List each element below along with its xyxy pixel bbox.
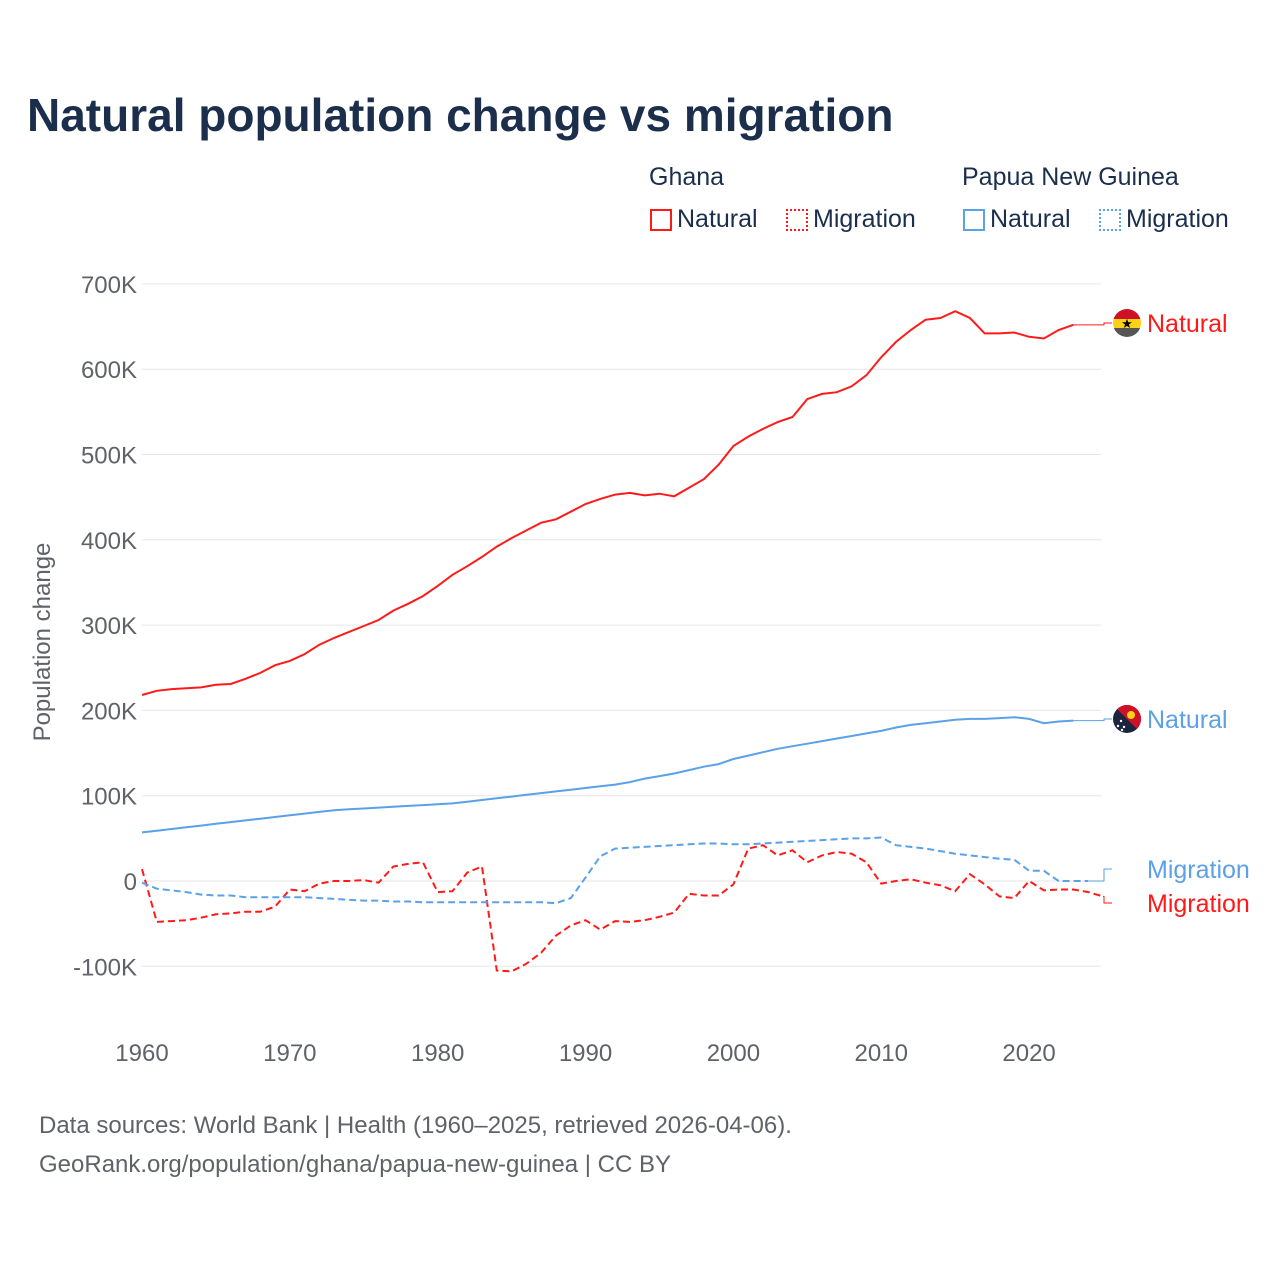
flag-body: ★ xyxy=(1113,309,1141,337)
y-tick-label: 200K xyxy=(81,698,137,725)
x-tick-label: 2020 xyxy=(1002,1040,1055,1067)
y-axis-label: Population change xyxy=(29,543,56,742)
flag-star-icon xyxy=(1123,876,1125,878)
flag-star-icon xyxy=(1120,870,1122,872)
series-end-label: Migration xyxy=(1147,856,1250,884)
series-end-label: Natural xyxy=(1147,706,1228,734)
series-line-papua-new-guinea-migration xyxy=(141,836,1089,905)
flag-dark-band xyxy=(1113,908,1141,918)
legend-png-migration[interactable]: Migration xyxy=(1099,205,1229,234)
x-tick-label: 2000 xyxy=(707,1040,760,1067)
flag-body xyxy=(1113,705,1141,733)
legend-label: Natural xyxy=(677,205,758,233)
x-tick-label: 1960 xyxy=(115,1040,168,1067)
legend-country-png: Papua New Guinea xyxy=(962,163,1179,191)
flag-star-icon xyxy=(1121,879,1123,881)
flag-dark-band xyxy=(1113,328,1141,337)
png-flag-icon xyxy=(1113,705,1141,733)
label-connector xyxy=(1103,895,1112,904)
label-connector xyxy=(1073,322,1112,326)
x-tick-label: 1990 xyxy=(559,1040,612,1067)
flag-red-band xyxy=(1113,889,1141,899)
series-line-papua-new-guinea-natural xyxy=(141,716,1074,834)
y-tick-label: 700K xyxy=(81,272,137,299)
series-line-ghana-migration xyxy=(141,844,1104,973)
y-tick-label: 100K xyxy=(81,784,137,811)
legend-png-natural[interactable]: Natural xyxy=(963,205,1071,234)
y-tick-label: 500K xyxy=(81,443,137,470)
legend-group-ghana: Ghana xyxy=(649,163,724,192)
flag-star-icon xyxy=(1116,724,1120,728)
legend-label: Migration xyxy=(813,205,916,233)
y-tick-label: 600K xyxy=(81,357,137,384)
legend-label: Migration xyxy=(1126,205,1229,233)
legend-ghana-natural[interactable]: Natural xyxy=(650,205,758,234)
legend-swatch-solid-red xyxy=(650,208,672,231)
legend-label: Natural xyxy=(990,205,1071,233)
legend-country-ghana: Ghana xyxy=(649,163,725,191)
x-tick-label: 1970 xyxy=(263,1040,316,1067)
flag-yellow-band xyxy=(1113,319,1141,328)
legend-group-png: Papua New Guinea xyxy=(962,163,1179,192)
label-connector xyxy=(1088,868,1112,882)
x-tick-label: 2010 xyxy=(855,1040,908,1067)
label-connector xyxy=(1073,718,1112,722)
flag-star-icon: ★ xyxy=(1121,896,1133,911)
flag-red-half xyxy=(1113,705,1141,733)
ghana-flag-icon: ★ xyxy=(1113,309,1141,337)
flag-star-icon xyxy=(1122,725,1126,729)
flag-body: ★ xyxy=(1113,889,1141,918)
y-tick-label: -100K xyxy=(73,954,137,981)
flag-red-half xyxy=(1113,855,1141,883)
flag-body xyxy=(1113,855,1141,883)
series-end-label: Natural xyxy=(1147,310,1228,338)
flag-bird-icon xyxy=(1127,861,1135,869)
x-tick-label: 1980 xyxy=(411,1040,464,1067)
series-line-ghana-natural xyxy=(141,310,1074,696)
flag-bird-icon xyxy=(1127,711,1135,719)
legend-swatch-dotted-red xyxy=(786,208,808,231)
flag-yellow-band xyxy=(1113,899,1141,908)
legend-ghana-migration[interactable]: Migration xyxy=(786,205,916,234)
flag-red-band xyxy=(1113,309,1141,319)
footer-link[interactable]: GeoRank.org/population/ghana/papua-new-g… xyxy=(39,1151,671,1178)
ghana-flag-icon: ★ xyxy=(1113,889,1141,918)
y-tick-label: 0 xyxy=(124,869,137,896)
legend-swatch-solid-blue xyxy=(963,208,985,231)
footer-sources: Data sources: World Bank | Health (1960–… xyxy=(39,1112,792,1139)
series-end-label: Migration xyxy=(1147,890,1250,918)
png-flag-icon xyxy=(1113,855,1141,883)
y-tick-label: 400K xyxy=(81,528,137,555)
flag-star-icon xyxy=(1117,875,1119,877)
legend-swatch-dotted-blue xyxy=(1099,208,1121,231)
flag-star-icon: ★ xyxy=(1121,316,1133,331)
flag-black-half xyxy=(1113,855,1141,883)
chart-title: Natural population change vs migration xyxy=(27,89,894,141)
flag-star-icon xyxy=(1120,728,1124,732)
footer: Data sources: World Bank | Health (1960–… xyxy=(39,1106,792,1184)
y-tick-label: 300K xyxy=(81,613,137,640)
flag-star-icon xyxy=(1119,719,1123,723)
